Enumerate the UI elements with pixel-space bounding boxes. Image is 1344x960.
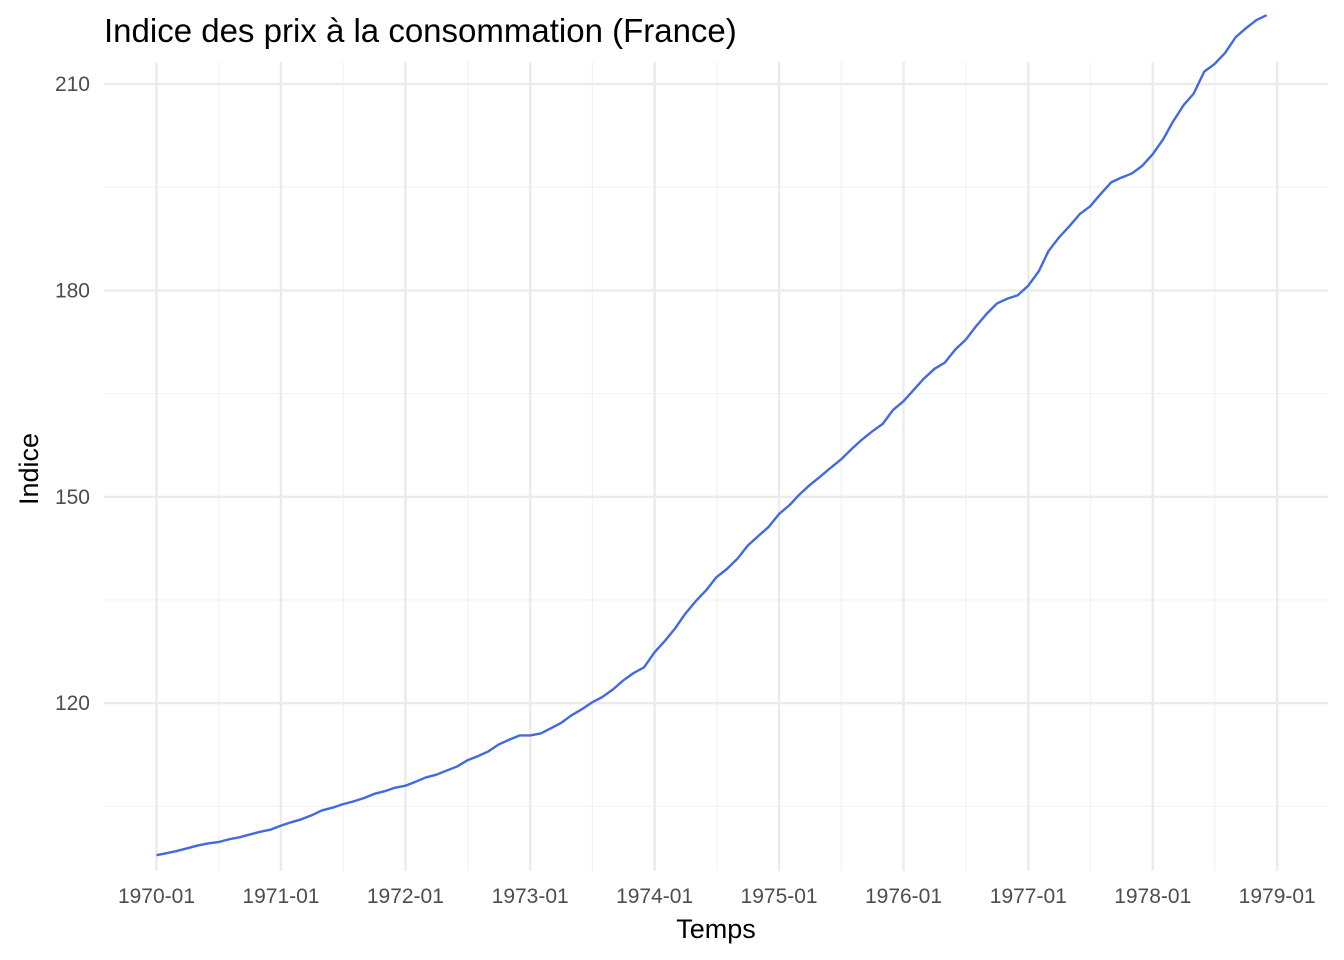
grid-lines (104, 62, 1328, 871)
series-layer (156, 14, 1268, 857)
y-axis-ticks: 120 150 180 210 (55, 73, 90, 715)
x-axis-ticks: 1970-01 1971-01 1972-01 1973-01 1974-01 1975-… (118, 885, 1316, 908)
x-tick-label: 1977-01 (990, 885, 1067, 908)
x-tick-label: 1973-01 (492, 885, 569, 908)
y-tick-label: 120 (55, 692, 90, 715)
y-tick-label: 210 (55, 73, 90, 96)
x-tick-label: 1970-01 (118, 885, 195, 908)
x-tick-label: 1974-01 (616, 885, 693, 908)
y-tick-label: 180 (55, 279, 90, 302)
x-tick-label: 1979-01 (1239, 885, 1316, 908)
y-tick-label: 150 (55, 486, 90, 509)
series-line (156, 14, 1268, 857)
x-tick-label: 1975-01 (741, 885, 818, 908)
x-tick-label: 1976-01 (865, 885, 942, 908)
x-tick-label: 1971-01 (242, 885, 319, 908)
chart-title: Indice des prix à la consommation (Franc… (104, 12, 737, 49)
y-axis-title: Indice (14, 433, 44, 505)
x-axis-title: Temps (676, 914, 756, 944)
x-tick-label: 1972-01 (367, 885, 444, 908)
x-tick-label: 1978-01 (1114, 885, 1191, 908)
